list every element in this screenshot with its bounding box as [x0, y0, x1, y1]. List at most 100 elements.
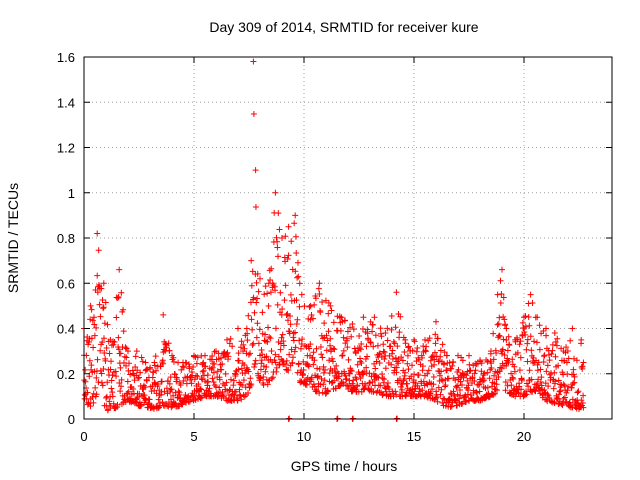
data-point: [333, 362, 340, 369]
data-point: [504, 347, 511, 354]
data-point: [508, 382, 515, 389]
data-point: [364, 353, 371, 360]
data-point: [376, 351, 383, 358]
data-point: [159, 399, 166, 406]
data-points: [81, 58, 587, 422]
data-point: [476, 388, 483, 395]
data-point: [561, 382, 568, 389]
data-point: [494, 291, 501, 298]
data-point: [512, 336, 519, 343]
data-point: [101, 320, 108, 327]
data-point: [130, 385, 137, 392]
data-point: [327, 335, 334, 342]
data-point: [278, 334, 285, 341]
data-point: [170, 392, 177, 399]
data-point: [372, 365, 379, 372]
data-point: [202, 352, 208, 359]
data-point: [401, 348, 408, 355]
data-point: [449, 362, 456, 369]
data-point: [108, 377, 115, 384]
data-point: [552, 378, 559, 385]
data-point: [320, 381, 327, 388]
data-point: [219, 361, 226, 368]
data-point: [253, 334, 260, 341]
data-point: [135, 375, 142, 382]
data-point: [342, 317, 349, 324]
data-point: [499, 348, 506, 355]
x-tick-label: 0: [80, 429, 87, 444]
data-point: [245, 351, 252, 358]
data-point: [567, 337, 574, 344]
data-point: [318, 351, 325, 358]
data-point: [311, 301, 318, 308]
data-point: [522, 313, 529, 320]
data-point: [99, 339, 106, 346]
data-point: [169, 352, 175, 359]
data-point: [265, 280, 272, 287]
data-point: [348, 368, 355, 375]
data-point: [285, 252, 292, 259]
data-point: [501, 351, 508, 358]
data-point: [444, 352, 450, 359]
data-point: [237, 392, 244, 399]
data-point: [398, 354, 405, 361]
data-point: [422, 336, 428, 343]
data-point: [146, 396, 153, 403]
data-point: [524, 358, 531, 365]
data-point: [117, 350, 124, 357]
data-point: [431, 361, 438, 368]
data-point: [211, 361, 218, 368]
data-point: [543, 332, 550, 339]
data-point: [87, 403, 94, 410]
data-point: [495, 320, 502, 327]
data-point: [170, 358, 177, 365]
data-point: [279, 305, 286, 312]
data-point: [254, 320, 261, 327]
data-point: [255, 340, 262, 347]
data-point: [168, 396, 175, 403]
data-point: [552, 339, 559, 346]
data-point: [123, 354, 130, 361]
data-point: [459, 381, 466, 388]
data-point: [568, 384, 575, 391]
data-point: [123, 345, 130, 352]
data-point: [89, 394, 96, 401]
data-point: [239, 382, 246, 389]
data-point: [541, 390, 548, 397]
data-point: [241, 362, 248, 369]
data-point: [100, 304, 107, 311]
data-point: [142, 397, 149, 404]
data-point: [367, 379, 374, 386]
data-point: [452, 397, 459, 404]
data-point: [404, 380, 411, 387]
data-point: [441, 349, 448, 356]
data-point: [325, 310, 332, 317]
data-point: [292, 329, 299, 336]
data-point: [125, 388, 132, 395]
data-point: [167, 374, 174, 381]
data-point: [414, 382, 421, 389]
data-point: [232, 371, 239, 378]
data-point: [134, 393, 141, 400]
data-point: [444, 367, 451, 374]
data-point: [314, 365, 321, 372]
data-point: [552, 353, 559, 360]
data-point: [317, 343, 324, 350]
data-point: [294, 316, 301, 323]
data-point: [347, 383, 354, 390]
data-point: [192, 372, 199, 379]
data-point: [344, 328, 351, 335]
data-point: [243, 325, 250, 332]
data-point: [273, 234, 280, 241]
data-point: [98, 379, 105, 386]
data-point: [93, 374, 100, 381]
data-point: [208, 366, 215, 373]
data-point: [454, 391, 461, 398]
data-point: [441, 361, 448, 368]
data-point: [87, 302, 94, 309]
data-point: [555, 362, 562, 369]
data-point: [475, 381, 482, 388]
data-point: [399, 386, 406, 393]
data-point: [550, 385, 557, 392]
data-point: [108, 358, 115, 365]
